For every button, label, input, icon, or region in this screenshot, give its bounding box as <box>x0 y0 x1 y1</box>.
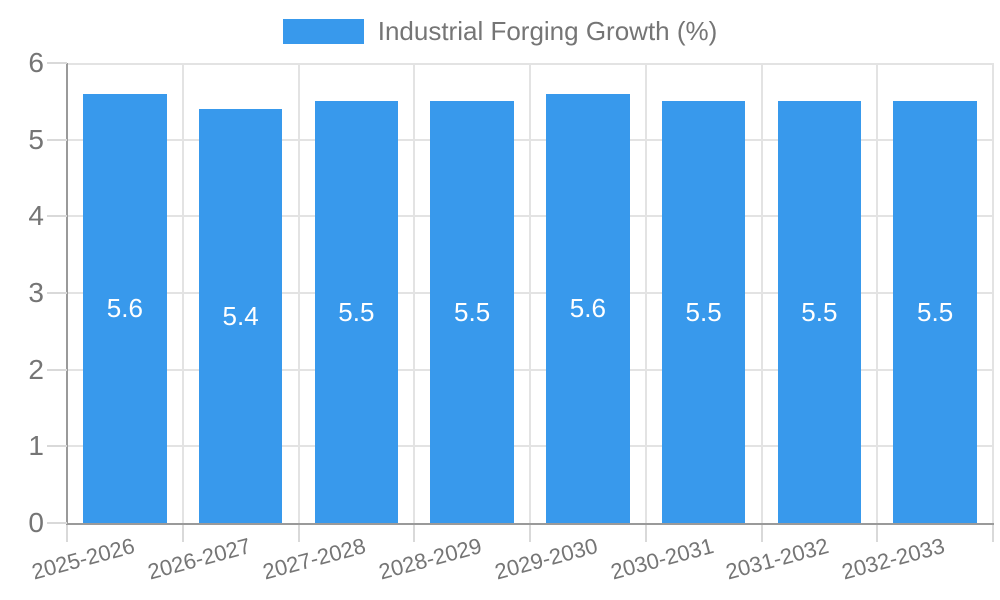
v-gridline <box>760 63 763 523</box>
bar[interactable]: 5.5 <box>661 101 746 523</box>
bar-category-cell: 5.5 <box>762 63 878 523</box>
bar[interactable]: 5.5 <box>777 101 862 523</box>
y-axis-tick <box>47 522 67 524</box>
bar-category-cell: 5.4 <box>183 63 299 523</box>
y-axis-tick <box>47 445 67 448</box>
x-axis-tick <box>876 525 879 542</box>
v-gridline <box>992 63 994 523</box>
v-gridline <box>876 63 879 523</box>
x-axis-tick <box>760 525 763 542</box>
plot-area: 5.6 5.4 5.5 5.5 5.6 5.5 5.5 5.5 <box>67 63 994 523</box>
x-axis-tick-label: 2031-2032 <box>723 533 832 585</box>
bar-value-label: 5.5 <box>685 297 722 328</box>
bar-value-label: 5.5 <box>917 297 954 328</box>
bar-category-cell: 5.6 <box>530 63 646 523</box>
y-axis-tick-label: 5 <box>28 123 44 155</box>
bar-category-cell: 5.5 <box>877 63 993 523</box>
bar-value-label: 5.6 <box>569 293 606 324</box>
y-axis-tick <box>47 215 67 218</box>
x-axis-tick-label: 2027-2028 <box>260 533 369 585</box>
bar[interactable]: 5.5 <box>430 101 514 523</box>
bar[interactable]: 5.5 <box>314 101 399 523</box>
bar[interactable]: 5.6 <box>83 93 167 523</box>
bar-value-label: 5.5 <box>454 297 491 328</box>
y-axis-tick <box>47 138 67 141</box>
x-axis-tick <box>992 525 994 542</box>
v-gridline <box>529 63 531 523</box>
x-axis-tick-label: 2032-2033 <box>839 533 948 585</box>
y-axis-tick-label: 3 <box>28 277 44 308</box>
x-axis-tick <box>529 525 531 542</box>
legend-label: Industrial Forging Growth (%) <box>377 16 718 46</box>
x-axis-tick-label: 2029-2030 <box>491 533 601 585</box>
legend-swatch-icon <box>282 18 364 44</box>
y-axis-tick <box>47 292 67 294</box>
bars-container: 5.6 5.4 5.5 5.5 5.6 5.5 5.5 5.5 <box>67 63 993 523</box>
bar[interactable]: 5.6 <box>546 93 630 523</box>
bar-category-cell: 5.5 <box>414 63 530 523</box>
x-axis-tick <box>181 525 184 542</box>
y-axis-tick <box>47 368 67 371</box>
bar-category-cell: 5.6 <box>67 63 183 523</box>
bar-value-label: 5.5 <box>338 297 375 328</box>
y-axis-tick-label: 6 <box>28 47 44 78</box>
bar-value-label: 5.5 <box>801 297 838 328</box>
x-axis-tick <box>413 525 416 542</box>
v-gridline <box>297 63 300 523</box>
bar-category-cell: 5.5 <box>646 63 762 523</box>
x-axis-tick <box>66 525 68 542</box>
y-axis-tick-label: 2 <box>28 353 44 385</box>
y-axis-tick-label: 0 <box>28 507 44 538</box>
legend-item[interactable]: Industrial Forging Growth (%) <box>282 16 718 46</box>
x-axis-tick <box>644 525 647 542</box>
x-axis-line <box>66 523 994 525</box>
bar-value-label: 5.4 <box>222 301 259 331</box>
y-axis-tick-label: 4 <box>28 200 44 232</box>
bar[interactable]: 5.5 <box>893 101 977 523</box>
y-axis-line <box>66 63 68 523</box>
legend: Industrial Forging Growth (%) <box>0 16 1000 46</box>
x-axis-tick-label: 2025-2026 <box>28 533 138 585</box>
bar-value-label: 5.6 <box>106 293 143 324</box>
x-axis-tick-label: 2026-2027 <box>144 533 253 585</box>
y-axis-tick <box>47 62 67 64</box>
bar[interactable]: 5.4 <box>198 109 283 523</box>
bar-category-cell: 5.5 <box>299 63 415 523</box>
v-gridline <box>413 63 416 523</box>
y-axis-tick-label: 1 <box>28 430 44 462</box>
x-axis-tick-label: 2028-2029 <box>376 533 485 585</box>
x-axis-tick <box>297 525 300 542</box>
v-gridline <box>644 63 647 523</box>
v-gridline <box>181 63 184 523</box>
x-axis-tick-label: 2030-2031 <box>607 533 716 585</box>
